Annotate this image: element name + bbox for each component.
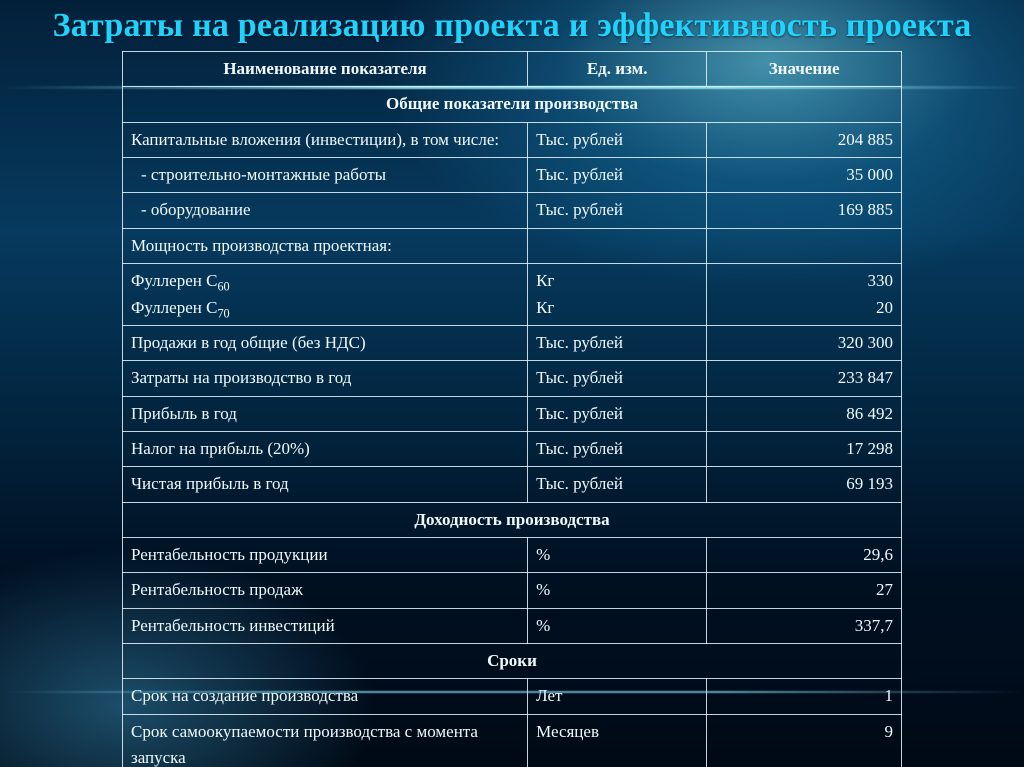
fullerene-sub: 70: [217, 306, 229, 320]
cell-unit: Лет: [528, 679, 707, 714]
cell-value: 169 885: [707, 193, 902, 228]
table-row: Фуллерен С60 Фуллерен С70 Кг Кг 330 20: [123, 264, 902, 326]
fullerene-label: Фуллерен С: [131, 271, 217, 290]
cell-value: 320 300: [707, 325, 902, 360]
cell-unit: Тыс. рублей: [528, 361, 707, 396]
section-row-terms: Сроки: [123, 643, 902, 678]
cell-unit: Тыс. рублей: [528, 396, 707, 431]
cell-name: - строительно-монтажные работы: [123, 158, 528, 193]
cell-name: Затраты на производство в год: [123, 361, 528, 396]
cell-name: Прибыль в год: [123, 396, 528, 431]
cell-unit: Месяцев: [528, 714, 707, 767]
section-title: Доходность производства: [123, 502, 902, 537]
cell-value: 17 298: [707, 431, 902, 466]
fullerene-label: Фуллерен С: [131, 298, 217, 317]
col-header-unit: Ед. изм.: [528, 52, 707, 87]
cell-name: Чистая прибыль в год: [123, 467, 528, 502]
cell-unit: Тыс. рублей: [528, 325, 707, 360]
cell-name: Рентабельность продаж: [123, 573, 528, 608]
cell-unit: Тыс. рублей: [528, 431, 707, 466]
section-title: Сроки: [123, 643, 902, 678]
cell-unit: %: [528, 537, 707, 572]
cell-value: 69 193: [707, 467, 902, 502]
cell-value: 27: [707, 573, 902, 608]
fullerene-sub: 60: [217, 280, 229, 294]
cell-value: 29,6: [707, 537, 902, 572]
table-row: Продажи в год общие (без НДС) Тыс. рубле…: [123, 325, 902, 360]
cell-value: [707, 228, 902, 263]
cell-unit: %: [528, 608, 707, 643]
table-row: Срок на создание производства Лет 1: [123, 679, 902, 714]
section-title: Общие показатели производства: [123, 87, 902, 122]
table-row: Капитальные вложения (инвестиции), в том…: [123, 122, 902, 157]
cell-name: Рентабельность продукции: [123, 537, 528, 572]
unit-line: Кг: [536, 298, 554, 317]
table-header-row: Наименование показателя Ед. изм. Значени…: [123, 52, 902, 87]
table-row: Мощность производства проектная:: [123, 228, 902, 263]
table-row: - строительно-монтажные работы Тыс. рубл…: [123, 158, 902, 193]
table-row: Налог на прибыль (20%) Тыс. рублей 17 29…: [123, 431, 902, 466]
cell-value: 86 492: [707, 396, 902, 431]
table-container: Наименование показателя Ед. изм. Значени…: [122, 51, 902, 767]
cell-unit: Кг Кг: [528, 264, 707, 326]
table-row: Чистая прибыль в год Тыс. рублей 69 193: [123, 467, 902, 502]
cell-value: 1: [707, 679, 902, 714]
cell-value: 204 885: [707, 122, 902, 157]
value-line: 330: [868, 271, 894, 290]
cell-unit: Тыс. рублей: [528, 158, 707, 193]
cell-value: 233 847: [707, 361, 902, 396]
metrics-table: Наименование показателя Ед. изм. Значени…: [122, 51, 902, 767]
cell-name: Срок самоокупаемости производства с моме…: [123, 714, 528, 767]
slide-title: Затраты на реализацию проекта и эффектив…: [0, 6, 1024, 45]
cell-name: Срок на создание производства: [123, 679, 528, 714]
cell-value: 35 000: [707, 158, 902, 193]
cell-name: Рентабельность инвестиций: [123, 608, 528, 643]
cell-name: Капитальные вложения (инвестиции), в том…: [123, 122, 528, 157]
table-row: - оборудование Тыс. рублей 169 885: [123, 193, 902, 228]
table-row: Затраты на производство в год Тыс. рубле…: [123, 361, 902, 396]
cell-value: 330 20: [707, 264, 902, 326]
cell-name: Продажи в год общие (без НДС): [123, 325, 528, 360]
section-row-production: Общие показатели производства: [123, 87, 902, 122]
table-row: Рентабельность инвестиций % 337,7: [123, 608, 902, 643]
table-row: Рентабельность продаж % 27: [123, 573, 902, 608]
col-header-name: Наименование показателя: [123, 52, 528, 87]
section-row-profitability: Доходность производства: [123, 502, 902, 537]
cell-value: 337,7: [707, 608, 902, 643]
cell-name: Мощность производства проектная:: [123, 228, 528, 263]
table-row: Прибыль в год Тыс. рублей 86 492: [123, 396, 902, 431]
cell-unit: Тыс. рублей: [528, 122, 707, 157]
cell-name: Налог на прибыль (20%): [123, 431, 528, 466]
cell-unit: %: [528, 573, 707, 608]
value-line: 20: [876, 298, 893, 317]
cell-name: - оборудование: [123, 193, 528, 228]
slide: Затраты на реализацию проекта и эффектив…: [0, 0, 1024, 767]
cell-unit: Тыс. рублей: [528, 193, 707, 228]
table-row: Срок самоокупаемости производства с моме…: [123, 714, 902, 767]
cell-name: Фуллерен С60 Фуллерен С70: [123, 264, 528, 326]
cell-value: 9: [707, 714, 902, 767]
cell-unit: Тыс. рублей: [528, 467, 707, 502]
col-header-value: Значение: [707, 52, 902, 87]
unit-line: Кг: [536, 271, 554, 290]
table-row: Рентабельность продукции % 29,6: [123, 537, 902, 572]
cell-unit: [528, 228, 707, 263]
